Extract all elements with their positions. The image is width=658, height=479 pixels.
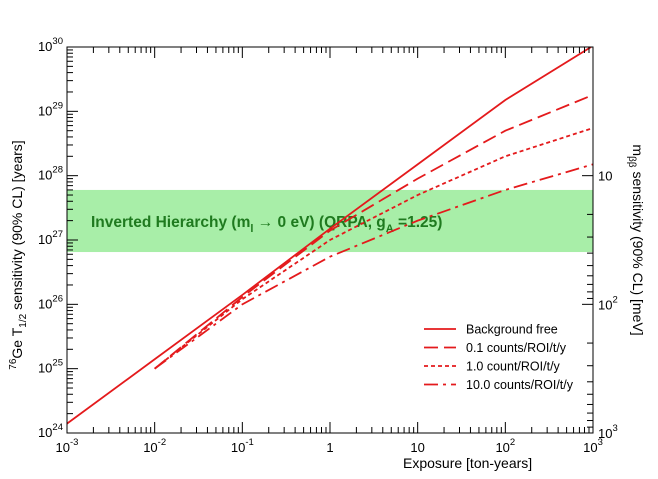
y2-tick-label: 102 — [598, 294, 618, 312]
series-line-3 — [154, 127, 593, 370]
x-tick-label: 10-2 — [143, 437, 166, 455]
x-tick-label: 103 — [583, 437, 603, 455]
band-label: Inverted Hierarchy (ml → 0 eV) (QRPA, gA… — [91, 214, 442, 235]
series-line-4 — [154, 163, 593, 370]
y-tick-label: 1029 — [38, 100, 63, 118]
y-axis-title: 76Ge T1/2 sensitivity (90% CL) [years] — [8, 140, 29, 369]
inverted-hierarchy-band — [67, 189, 593, 253]
y-tick-label: 1024 — [38, 422, 63, 440]
series-lines-group — [67, 47, 593, 425]
y2-tick-label: 10 — [598, 169, 612, 184]
y-tick-label: 1026 — [38, 293, 63, 311]
y-tick-label: 1027 — [38, 229, 63, 247]
series-line-2 — [154, 94, 593, 370]
y-tick-label: 1025 — [38, 358, 63, 376]
series-line-1 — [67, 47, 592, 425]
y-tick-label: 1030 — [38, 36, 63, 54]
legend-label-1: Background free — [466, 323, 558, 337]
x-tick-label: 10-3 — [56, 437, 79, 455]
y2-axis-title: mββ sensitivity (90% CL) [meV] — [626, 144, 646, 335]
inverted-hierarchy-band-group: Inverted Hierarchy (ml → 0 eV) (QRPA, gA… — [67, 189, 593, 253]
legend: Background free 0.1 counts/ROI/t/y 1.0 cou… — [424, 323, 574, 392]
x-axis-title: Exposure [ton-years] — [403, 455, 532, 471]
y-tick-label: 1028 — [38, 165, 63, 183]
ticks-group — [66, 47, 593, 434]
labels-group: 10-3 10-2 10-1 1 10 102 103 1024 1025 1026 1027 102… — [8, 36, 646, 471]
y2-tick-label: 103 — [598, 423, 618, 441]
x-tick-label: 102 — [495, 437, 515, 455]
legend-label-2: 0.1 counts/ROI/t/y — [466, 341, 567, 355]
legend-label-4: 10.0 counts/ROI/t/y — [466, 378, 574, 392]
x-tick-label: 10 — [410, 440, 424, 455]
legend-label-3: 1.0 count/ROI/t/y — [466, 360, 561, 374]
x-tick-label: 10-1 — [231, 437, 254, 455]
x-tick-label: 1 — [326, 440, 333, 455]
